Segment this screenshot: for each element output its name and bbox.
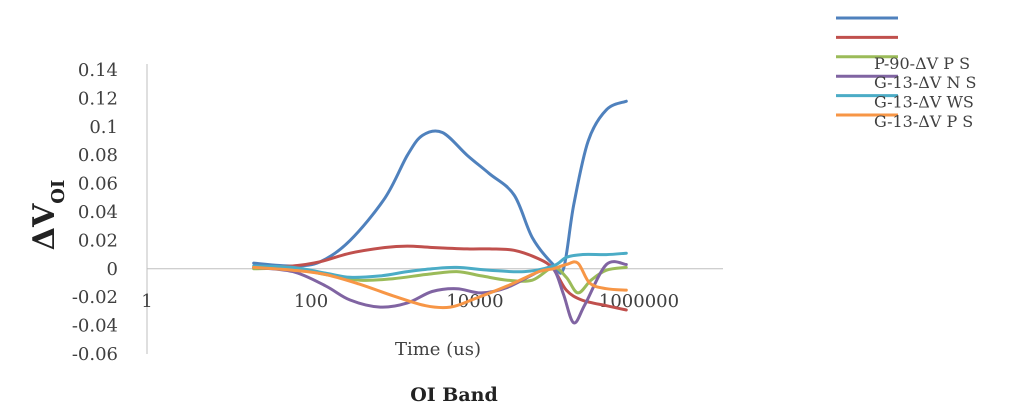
x-tick-label: 1000000 (599, 291, 679, 312)
y-axis-title: ΔVOI (27, 180, 69, 251)
legend: P-90-ΔV P SG-13-ΔV N SG-13-ΔV WSG-13-ΔV … (836, 16, 977, 131)
y-tick-label: -0.04 (72, 316, 118, 337)
y-tick-label: 0.06 (78, 174, 118, 195)
y-tick-label: -0.06 (72, 344, 118, 365)
y-tick-label: 0.02 (78, 230, 118, 251)
legend-label-6: G-13-ΔV P S (874, 112, 973, 131)
y-tick-label: -0.02 (72, 287, 118, 308)
y-tick-label: 0.04 (78, 202, 118, 223)
legend-label-3: P-90-ΔV P S (874, 54, 970, 73)
series-line-5 (252, 251, 628, 279)
legend-label-5: G-13-ΔV WS (874, 93, 974, 112)
legend-label-4: G-13-ΔV N S (874, 73, 977, 92)
y-axis-title-main: ΔV (27, 203, 62, 250)
series-line-4 (252, 260, 628, 325)
series-line-1 (252, 99, 628, 275)
tick-labels: -0.06 -0.04 -0.02 0 0.02 0.04 0.06 0.08 0.1 0.12 0… (72, 60, 679, 365)
y-axis-title-sub: OI (48, 180, 69, 204)
series-line-6 (252, 260, 628, 310)
series-line-2 (252, 244, 628, 312)
x-tick-label: 10000 (446, 291, 503, 312)
chart-caption: OI Band (410, 384, 498, 406)
x-tick-label: 1 (141, 291, 152, 312)
y-tick-label: 0.12 (78, 88, 118, 109)
x-tick-label: 100 (294, 291, 328, 312)
series-lines (252, 99, 628, 325)
y-tick-label: 0.1 (89, 117, 118, 138)
x-axis-title: Time (us) (395, 339, 481, 360)
y-tick-label: 0 (107, 259, 118, 280)
y-tick-label: 0.14 (78, 60, 118, 81)
y-tick-label: 0.08 (78, 145, 118, 166)
